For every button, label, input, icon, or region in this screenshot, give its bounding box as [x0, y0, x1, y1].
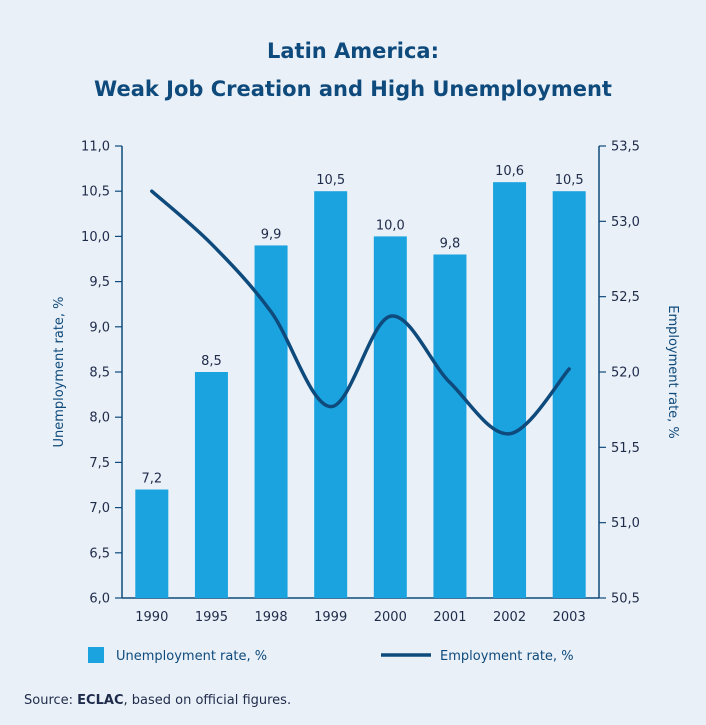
employment-line: [150, 189, 571, 436]
y-tick-label-right: 51,5: [611, 441, 640, 456]
y-tick-label-left: 6,0: [89, 592, 110, 607]
legend: Unemployment rate, % Employment rate, %: [88, 647, 574, 664]
chart-title: Latin America:: [267, 39, 439, 63]
bar: [493, 182, 527, 598]
y-tick-label-right: 53,0: [611, 215, 640, 230]
x-tick-label: 2003: [553, 610, 586, 625]
y-tick-label-left: 6,5: [89, 546, 110, 561]
bar-value-label: 10,5: [316, 173, 345, 188]
y-tick-label-right: 51,0: [611, 516, 640, 531]
bar-value-label: 10,5: [555, 173, 584, 188]
legend-label-employment: Employment rate, %: [440, 649, 574, 664]
bar-value-label: 9,8: [440, 236, 461, 251]
bar: [373, 236, 407, 598]
bar-value-label: 8,5: [201, 354, 222, 369]
legend-label-unemployment: Unemployment rate, %: [116, 649, 267, 664]
x-tick-label: 1995: [195, 610, 228, 625]
y-tick-label-left: 8,5: [89, 366, 110, 381]
x-tick-label: 2000: [374, 610, 407, 625]
bar-value-label: 9,9: [261, 227, 282, 242]
x-tick-label: 1990: [135, 610, 168, 625]
y-tick-label-right: 52,0: [611, 366, 640, 381]
y-tick-label-left: 11,0: [81, 140, 110, 155]
y-axis-right-label: Employment rate, %: [665, 305, 680, 439]
chart-subtitle: Weak Job Creation and High Unemployment: [94, 77, 612, 101]
bar: [314, 191, 348, 598]
y-tick-label-left: 7,0: [89, 501, 110, 516]
y-tick-label-left: 10,0: [81, 230, 110, 245]
y-tick-label-left: 8,0: [89, 411, 110, 426]
bar-value-label: 7,2: [141, 472, 162, 487]
y-tick-label-left: 9,5: [89, 275, 110, 290]
bar: [194, 372, 228, 598]
x-tick-label: 1999: [314, 610, 347, 625]
y-tick-label-left: 9,0: [89, 320, 110, 335]
bar: [135, 489, 169, 598]
bar-value-label: 10,6: [495, 164, 524, 179]
bar-value-label: 10,0: [376, 218, 405, 233]
source-prefix: Source:: [24, 693, 78, 708]
x-tick-label: 2001: [433, 610, 466, 625]
y-tick-label-right: 53,5: [611, 140, 640, 155]
legend-swatch-unemployment: [88, 647, 104, 663]
bar: [254, 245, 288, 598]
plot-area: 11,0 10,5 10,0 9,5 9,0 8,5 8,0 7,5 7,0 6,5 6,0 53,5…: [81, 140, 640, 626]
y-tick-label-left: 7,5: [89, 456, 110, 471]
x-tick-label: 1998: [255, 610, 288, 625]
bar: [552, 191, 586, 598]
y-tick-label-right: 52,5: [611, 290, 640, 305]
y-tick-label-left: 10,5: [81, 185, 110, 200]
y-tick-label-right: 50,5: [611, 592, 640, 607]
source-suffix: , based on official figures.: [123, 693, 292, 708]
y-axis-left-label: Unemployment rate, %: [52, 296, 67, 447]
source-org: ECLAC: [77, 693, 124, 708]
bar: [433, 254, 467, 599]
source-note: Source: ECLAC, based on official figures…: [24, 693, 291, 708]
x-tick-label: 2002: [493, 610, 526, 625]
